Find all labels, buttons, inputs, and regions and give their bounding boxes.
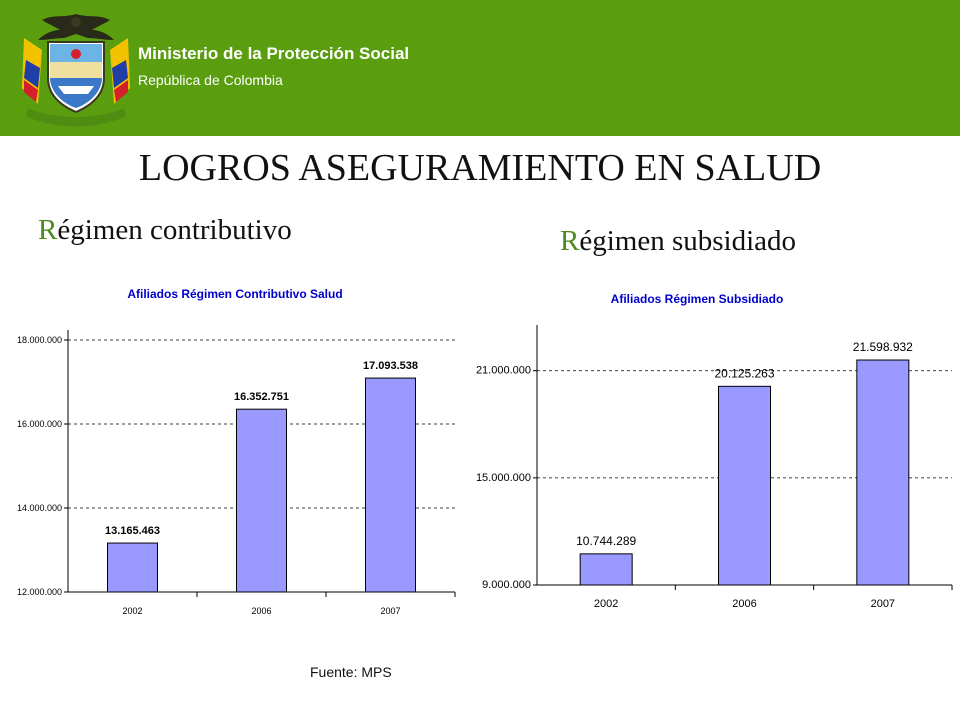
x-tick-label: 2007 bbox=[871, 598, 895, 610]
bar bbox=[236, 408, 287, 593]
chart-contributivo: Afiliados Régimen Contributivo Salud 12.0… bbox=[0, 280, 470, 625]
source-note: Fuente: MPS bbox=[310, 664, 392, 680]
x-tick-label: 2002 bbox=[594, 598, 618, 610]
x-tick-label: 2006 bbox=[732, 598, 756, 610]
subtitle-subsidiado: Régimen subsidiado bbox=[560, 225, 796, 258]
bar bbox=[107, 542, 158, 593]
subtitle-initial: R bbox=[560, 225, 580, 257]
x-tick-label: 2007 bbox=[380, 606, 400, 616]
bar bbox=[718, 385, 771, 586]
subtitle-text: égimen subsidiado bbox=[579, 225, 797, 257]
coat-of-arms-icon bbox=[22, 14, 130, 127]
bar bbox=[856, 359, 910, 586]
y-tick-label: 18.000.000 bbox=[17, 335, 62, 345]
y-tick-label: 9.000.000 bbox=[482, 579, 531, 591]
chart-subsidiado-svg: Afiliados Régimen Subsidiado 9.000.000 15.… bbox=[476, 292, 953, 610]
chart-contributivo-svg: Afiliados Régimen Contributivo Salud 12.0… bbox=[17, 287, 456, 616]
subtitle-contributivo: Régimen contributivo bbox=[38, 214, 292, 247]
y-tick-label: 15.000.000 bbox=[476, 472, 531, 484]
slide-title: LOGROS ASEGURAMIENTO EN SALUD bbox=[138, 147, 822, 189]
x-tick-label: 2006 bbox=[251, 606, 271, 616]
data-label: 17.093.538 bbox=[363, 360, 418, 372]
header-bar: Ministerio de la Protección Social Repúb… bbox=[0, 0, 960, 136]
bar bbox=[579, 553, 633, 586]
data-label: 10.744.289 bbox=[576, 534, 636, 548]
chart-title: Afiliados Régimen Subsidiado bbox=[611, 292, 784, 306]
data-label: 20.125.263 bbox=[714, 366, 774, 380]
chart-subsidiado: Afiliados Régimen Subsidiado 9.000.000 15.… bbox=[462, 285, 960, 625]
republic-name: República de Colombia bbox=[138, 72, 283, 88]
data-label: 21.598.932 bbox=[853, 340, 913, 354]
data-label: 16.352.751 bbox=[234, 391, 289, 403]
y-tick-label: 14.000.000 bbox=[17, 503, 62, 513]
y-tick-label: 12.000.000 bbox=[17, 587, 62, 597]
y-tick-label: 21.000.000 bbox=[476, 365, 531, 377]
subtitle-initial: R bbox=[38, 214, 58, 246]
subtitle-text: égimen contributivo bbox=[57, 214, 292, 246]
ministry-name: Ministerio de la Protección Social bbox=[138, 44, 410, 63]
y-tick-label: 16.000.000 bbox=[17, 419, 62, 429]
x-tick-label: 2002 bbox=[122, 606, 142, 616]
chart-title: Afiliados Régimen Contributivo Salud bbox=[127, 287, 342, 301]
bar bbox=[365, 377, 416, 593]
data-label: 13.165.463 bbox=[105, 525, 160, 537]
